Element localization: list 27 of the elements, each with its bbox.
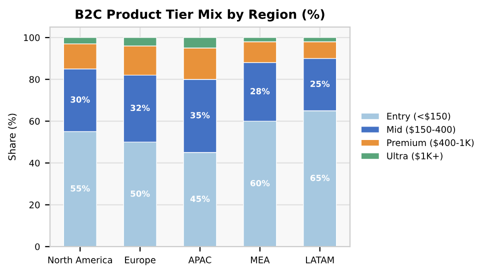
x-tick-label: APAC <box>188 256 212 264</box>
data-label: 60% <box>250 180 270 186</box>
data-label: 25% <box>310 80 330 88</box>
legend-label: Entry (<$150) <box>387 112 450 122</box>
data-label: 45% <box>190 196 210 202</box>
legend-label: Premium ($400-1K) <box>387 139 474 148</box>
y-tick-label: 80 <box>29 76 40 83</box>
chart-title: B2C Product Tier Mix by Region (%) <box>76 9 324 22</box>
x-tick-label: North America <box>48 256 112 264</box>
y-tick-label: 100 <box>24 34 40 42</box>
y-axis-title: Share (%) <box>8 114 17 160</box>
legend-label: Ultra ($1K+) <box>387 152 442 161</box>
x-tick-label: Europe <box>125 256 156 266</box>
data-label: 35% <box>190 112 210 118</box>
y-tick-label: 20 <box>29 202 40 208</box>
x-tick-label: MEA <box>250 256 270 264</box>
y-tick-label: 60 <box>29 118 40 125</box>
x-tick-label: LATAM <box>306 256 334 264</box>
data-label: 30% <box>70 96 90 103</box>
data-label: 50% <box>130 190 150 197</box>
data-label: 55% <box>70 185 90 192</box>
data-label: 28% <box>250 88 270 94</box>
y-tick-label: 40 <box>29 160 40 167</box>
legend-label: Mid ($150-400) <box>387 126 456 134</box>
data-label: 65% <box>310 174 330 182</box>
y-tick-label: 0 <box>35 243 40 250</box>
data-label: 32% <box>130 104 150 112</box>
